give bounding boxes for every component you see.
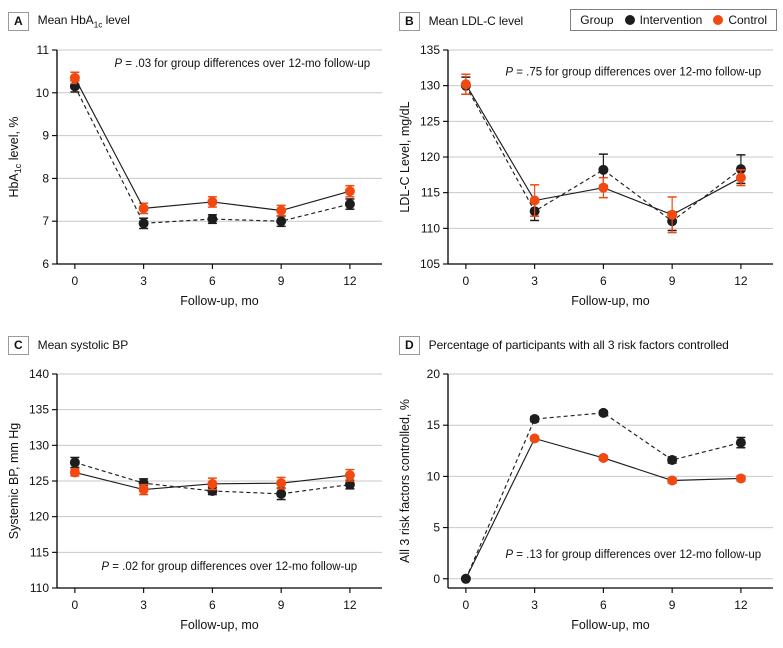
svg-text:0: 0 xyxy=(72,274,79,288)
svg-text:Follow-up, mo: Follow-up, mo xyxy=(571,294,650,308)
svg-text:110: 110 xyxy=(30,581,49,595)
svg-text:12: 12 xyxy=(343,274,357,288)
svg-text:P = .13 for group differences: P = .13 for group differences over 12-mo… xyxy=(505,549,761,561)
svg-text:3: 3 xyxy=(140,274,147,288)
svg-text:0: 0 xyxy=(463,598,470,612)
svg-text:115: 115 xyxy=(421,186,440,200)
svg-text:P = .02 for group differences: P = .02 for group differences over 12-mo… xyxy=(101,561,357,573)
panel-d-header: D Percentage of participants with all 3 … xyxy=(391,324,783,356)
panel-d: D Percentage of participants with all 3 … xyxy=(391,324,783,648)
legend-item-control: Control xyxy=(713,13,767,27)
svg-text:9: 9 xyxy=(278,274,285,288)
svg-text:Follow-up, mo: Follow-up, mo xyxy=(571,618,650,632)
svg-text:3: 3 xyxy=(531,274,538,288)
panel-title: Mean systolic BP xyxy=(37,338,129,352)
panel-c-header: C Mean systolic BP xyxy=(0,324,391,356)
svg-text:12: 12 xyxy=(343,598,357,612)
svg-text:12: 12 xyxy=(734,274,748,288)
svg-text:135: 135 xyxy=(29,403,49,417)
svg-text:LDL-C Level, mg/dL: LDL-C Level, mg/dL xyxy=(398,101,412,212)
svg-text:6: 6 xyxy=(600,274,607,288)
panel-letter: D xyxy=(399,335,420,355)
legend-item-intervention: Intervention xyxy=(624,13,703,27)
svg-text:12: 12 xyxy=(734,598,748,612)
svg-text:Systemic BP, mm Hg: Systemic BP, mm Hg xyxy=(7,423,21,540)
legend-group-label: Group xyxy=(580,13,614,27)
control-dot-icon xyxy=(713,15,724,25)
panel-letter: B xyxy=(399,11,420,31)
legend-item-label: Intervention xyxy=(639,13,703,27)
svg-text:120: 120 xyxy=(420,150,440,164)
chart-ldl-c: 105 110 115 120 125 130 135 0 3 6 9 12 Follow-up, mo… xyxy=(398,43,773,308)
panel-b-header: B Mean LDL-C level xyxy=(391,0,783,32)
svg-text:6: 6 xyxy=(209,598,216,612)
svg-text:130: 130 xyxy=(420,79,440,93)
svg-text:10: 10 xyxy=(427,469,441,483)
svg-text:140: 140 xyxy=(29,367,49,381)
svg-text:7: 7 xyxy=(42,214,49,228)
svg-text:9: 9 xyxy=(42,129,49,143)
svg-text:Follow-up, mo: Follow-up, mo xyxy=(180,618,259,632)
svg-text:6: 6 xyxy=(209,274,216,288)
svg-text:8: 8 xyxy=(42,171,49,185)
svg-text:9: 9 xyxy=(669,598,676,612)
svg-text:110: 110 xyxy=(421,221,440,235)
svg-text:135: 135 xyxy=(420,43,440,57)
chart-systolic-bp: 110 115 120 125 130 135 140 0 3 6 9 12 Follow-up, mo… xyxy=(7,367,382,632)
svg-text:P = .75 for group differences: P = .75 for group differences over 12-mo… xyxy=(505,67,761,79)
svg-text:5: 5 xyxy=(433,521,440,535)
panel-letter: C xyxy=(8,335,29,355)
panel-title: Mean HbA1c level xyxy=(37,12,130,30)
panel-title: Percentage of participants with all 3 ri… xyxy=(428,338,729,352)
intervention-dot-icon xyxy=(624,15,635,25)
svg-text:3: 3 xyxy=(140,598,147,612)
svg-text:9: 9 xyxy=(669,274,676,288)
svg-text:0: 0 xyxy=(72,598,79,612)
svg-text:115: 115 xyxy=(30,545,49,559)
svg-text:HbA1c level, %: HbA1c level, % xyxy=(7,116,23,197)
svg-text:Follow-up, mo: Follow-up, mo xyxy=(180,294,259,308)
svg-text:6: 6 xyxy=(42,257,49,271)
panel-b: B Mean LDL-C level Group Intervention Co… xyxy=(391,0,783,324)
panel-a: A Mean HbA1c level 6 7 8 9 10 11 0 3 6 9 12 Follow-… xyxy=(0,0,391,324)
svg-text:125: 125 xyxy=(29,474,49,488)
chart-hba1c: 6 7 8 9 10 11 0 3 6 9 12 Follow-up, mo HbA1c level, … xyxy=(7,43,382,308)
svg-text:6: 6 xyxy=(600,598,607,612)
svg-text:All 3 risk factors controlled,: All 3 risk factors controlled, % xyxy=(398,399,412,563)
svg-text:9: 9 xyxy=(278,598,285,612)
svg-text:0: 0 xyxy=(463,274,470,288)
svg-text:120: 120 xyxy=(29,510,49,524)
svg-text:0: 0 xyxy=(433,572,440,586)
panel-title: Mean LDL-C level xyxy=(428,14,524,28)
svg-text:11: 11 xyxy=(37,43,50,57)
panel-a-header: A Mean HbA1c level xyxy=(0,0,391,32)
panel-letter: A xyxy=(8,11,29,31)
legend: Group Intervention Control xyxy=(570,9,777,31)
svg-text:125: 125 xyxy=(420,114,440,128)
svg-text:130: 130 xyxy=(29,438,49,452)
svg-text:P = .03 for group differences: P = .03 for group differences over 12-mo… xyxy=(114,58,370,70)
svg-text:3: 3 xyxy=(531,598,538,612)
panel-c: C Mean systolic BP 110 115 120 125 130 135 140… xyxy=(0,324,391,648)
svg-text:105: 105 xyxy=(420,257,440,271)
legend-item-label: Control xyxy=(728,13,767,27)
svg-text:20: 20 xyxy=(427,367,441,381)
svg-text:15: 15 xyxy=(427,418,441,432)
svg-text:10: 10 xyxy=(36,86,50,100)
chart-risk-factors-controlled: 0 5 10 15 20 0 3 6 9 12 Follow-up, mo All 3 risk fa… xyxy=(398,367,773,632)
